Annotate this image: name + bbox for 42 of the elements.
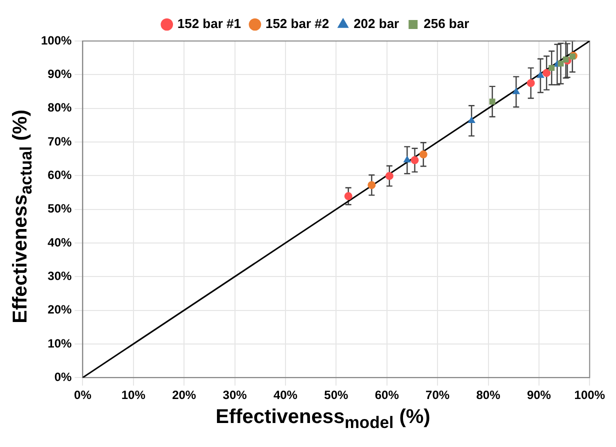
x-tick-label: 40% (273, 388, 298, 402)
y-tick-label: 0% (54, 370, 72, 384)
y-tick-label: 50% (48, 202, 72, 216)
point (558, 60, 564, 67)
x-tick-label: 70% (426, 388, 450, 402)
x-axis-title: Effectiveness$_{model}$ (%) (214, 406, 432, 433)
x-tick-label: 0% (74, 388, 92, 402)
point (419, 150, 428, 158)
point (542, 68, 551, 77)
x-tick-label: 50% (324, 388, 349, 402)
y-tick-label: 90% (48, 66, 72, 81)
point (526, 79, 535, 88)
y-tick-label: 60% (48, 168, 72, 182)
point (404, 156, 411, 162)
point (489, 98, 496, 105)
x-tick-label: 10% (121, 388, 146, 402)
legend-label: 256 bar (424, 16, 470, 32)
x-tick-label: 20% (172, 388, 196, 402)
y-tick-label: 20% (48, 302, 72, 317)
point (562, 56, 569, 62)
point (512, 88, 520, 94)
point (468, 116, 476, 124)
x-tick-label: 80% (476, 388, 501, 402)
y-tick-label: 10% (48, 336, 72, 350)
point (385, 172, 394, 180)
point (344, 192, 352, 200)
x-tick-label: 30% (222, 388, 248, 402)
point (536, 72, 544, 78)
point (548, 64, 555, 71)
x-tick-label: 60% (374, 388, 400, 402)
y-tick-label: 40% (48, 235, 72, 250)
point (410, 156, 419, 164)
point (368, 181, 376, 190)
y-tick-label: 30% (48, 268, 72, 283)
y-tick-label: 70% (48, 134, 72, 148)
legend-label: 202 bar (354, 16, 400, 32)
y-tick-label: 80% (48, 100, 72, 115)
y-tick-label: 100% (40, 33, 72, 48)
x-tick-label: 90% (526, 388, 552, 402)
legend-label: 152 bar #2 (265, 16, 330, 32)
legend-label: 152 bar #1 (177, 16, 241, 32)
x-tick-label: 100% (574, 388, 606, 402)
